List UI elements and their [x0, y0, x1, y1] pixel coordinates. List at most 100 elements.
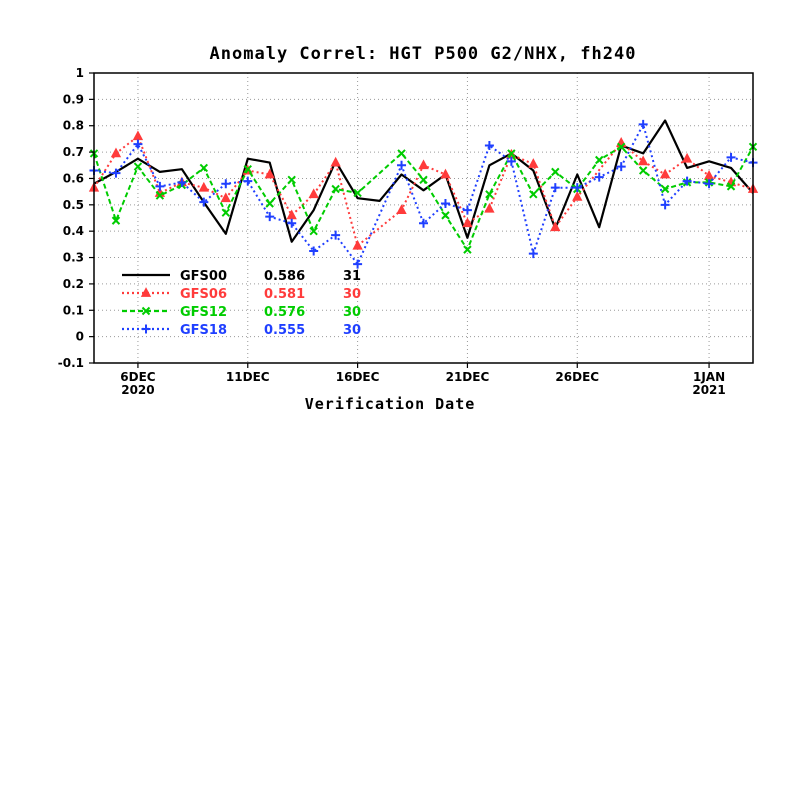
data-point-gfs12: [265, 199, 274, 208]
x-axis-label: Verification Date: [305, 395, 476, 413]
plot-frame: [93, 72, 754, 364]
legend: GFS00 0.586 31 GFS06 0.581 30 GFS12 0.576 30 GFS1…: [122, 269, 361, 338]
data-point-gfs12: [726, 182, 736, 191]
legend-name-gfs00: GFS00: [180, 269, 227, 284]
data-point-gfs12: [309, 226, 318, 236]
data-point-gfs12: [221, 208, 231, 217]
data-point-gfs18: [419, 218, 428, 228]
data-point-gfs18: [704, 179, 714, 189]
data-point-gfs12: [485, 190, 494, 199]
data-point-gfs06: [308, 188, 319, 199]
data-point-gfs18: [572, 183, 582, 193]
chart-title: Anomaly Correl: HGT P500 G2/NHX, fh240: [210, 44, 637, 64]
data-point-gfs06: [638, 155, 649, 166]
y-tick-label: 1: [76, 66, 84, 80]
data-point-gfs12: [463, 245, 472, 254]
data-point-gfs12: [331, 184, 340, 194]
data-point-gfs12: [397, 149, 406, 158]
data-point-gfs18: [506, 156, 516, 166]
legend-mean-gfs00: 0.586: [264, 269, 305, 284]
x-tick-label: 16DEC: [336, 370, 380, 384]
data-point-gfs06: [462, 217, 473, 228]
data-point-gfs06: [681, 152, 693, 163]
y-tick-label: 0.8: [63, 119, 84, 133]
x-tick-label: 21DEC: [446, 370, 490, 384]
data-point-gfs18: [594, 172, 604, 182]
data-point-gfs06: [198, 181, 209, 192]
data-point-gfs18: [484, 141, 494, 150]
data-point-gfs06: [550, 221, 561, 232]
data-point-gfs06: [484, 202, 495, 213]
data-point-gfs06: [396, 204, 407, 214]
y-tick-label: 0: [76, 330, 84, 344]
axes: -0.100.10.20.30.40.50.60.70.80.916DEC202…: [58, 66, 726, 397]
legend-count-gfs06: 30: [343, 287, 361, 302]
x-tick-sublabel: 2020: [121, 383, 154, 397]
x-tick-label: 1JAN: [693, 370, 725, 384]
data-point-gfs12: [287, 175, 296, 184]
data-point-gfs18: [243, 176, 253, 186]
data-point-gfs12: [595, 155, 604, 165]
data-point-gfs18: [309, 246, 319, 256]
data-point-gfs18: [550, 183, 560, 193]
y-tick-label: 0.5: [63, 198, 84, 212]
legend-mean-gfs12: 0.576: [264, 305, 305, 320]
data-point-gfs12: [111, 216, 121, 225]
data-point-gfs18: [616, 162, 626, 172]
data-point-gfs12: [638, 166, 648, 175]
data-point-gfs18: [660, 200, 670, 210]
x-tick-label: 6DEC: [120, 370, 156, 384]
x-tick-sublabel: 2021: [692, 383, 725, 397]
data-point-gfs18: [331, 230, 341, 240]
data-point-gfs12: [133, 162, 143, 171]
data-point-gfs12: [551, 167, 560, 177]
data-point-gfs18: [440, 199, 450, 208]
data-point-gfs06: [528, 158, 539, 168]
legend-marker-gfs18: [141, 324, 151, 334]
data-point-gfs06: [264, 168, 275, 179]
legend-count-gfs18: 30: [343, 323, 361, 338]
legend-count-gfs12: 30: [343, 305, 361, 320]
data-point-gfs06: [572, 191, 583, 201]
legend-name-gfs06: GFS06: [180, 287, 227, 302]
legend-name-gfs12: GFS12: [180, 305, 227, 320]
x-tick-label: 26DEC: [555, 370, 599, 384]
data-point-gfs12: [529, 190, 538, 199]
data-point-gfs18: [726, 152, 736, 162]
data-point-gfs06: [616, 137, 627, 147]
data-point-gfs18: [638, 119, 648, 129]
data-point-gfs18: [353, 259, 363, 269]
data-point-gfs06: [110, 147, 122, 158]
data-point-gfs12: [199, 163, 209, 173]
series-lines: [88, 119, 759, 269]
data-point-gfs18: [221, 179, 231, 189]
y-tick-label: 0.4: [63, 224, 84, 238]
legend-name-gfs18: GFS18: [180, 323, 227, 338]
y-tick-label: 0.1: [63, 303, 84, 317]
data-point-gfs18: [528, 249, 538, 259]
data-point-gfs12: [441, 211, 450, 220]
data-point-gfs18: [397, 160, 407, 170]
data-point-gfs06: [220, 192, 231, 203]
data-point-gfs06: [286, 209, 297, 220]
y-tick-label: 0.7: [63, 145, 84, 159]
data-point-gfs12: [507, 149, 516, 158]
legend-marker-gfs12: [141, 306, 151, 316]
data-point-gfs18: [111, 168, 121, 178]
data-point-gfs06: [418, 159, 429, 170]
legend-count-gfs00: 31: [343, 269, 361, 284]
data-point-gfs12: [419, 175, 428, 184]
series-line-gfs18: [93, 123, 754, 266]
y-tick-label: 0.9: [63, 92, 84, 106]
data-point-gfs18: [155, 181, 165, 191]
data-point-gfs18: [682, 176, 692, 186]
legend-mean-gfs06: 0.581: [264, 287, 305, 302]
y-tick-label: 0.6: [63, 171, 84, 185]
data-point-gfs06: [352, 239, 363, 250]
data-point-gfs18: [462, 205, 472, 215]
legend-marker-gfs06: [140, 287, 152, 297]
data-point-gfs12: [616, 142, 626, 152]
y-tick-label: -0.1: [58, 356, 84, 370]
